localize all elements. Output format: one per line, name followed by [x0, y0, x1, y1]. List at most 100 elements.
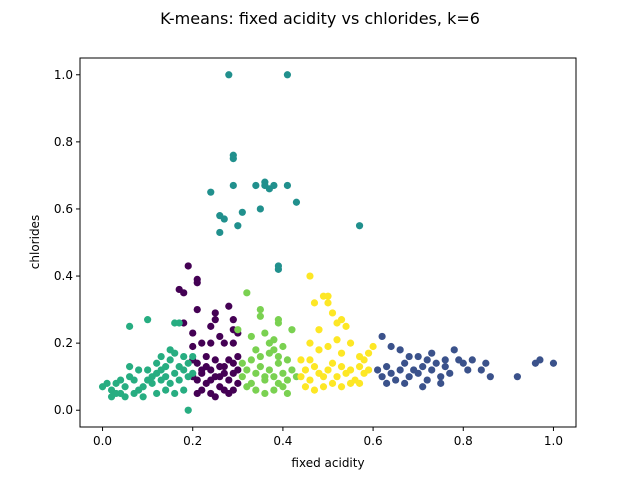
scatter-point-cluster-5-27: [315, 346, 323, 354]
scatter-point-cluster-3-50: [166, 346, 174, 354]
scatter-point-cluster-1-17: [378, 332, 386, 341]
scatter-point-cluster-0-28: [198, 366, 206, 374]
scatter-point-cluster-1-39: [437, 379, 445, 387]
scatter-point-cluster-1-15: [441, 363, 449, 371]
scatter-point-cluster-3-5: [121, 383, 129, 391]
scatter-point-cluster-4-35: [270, 336, 278, 344]
scatter-point-cluster-4-29: [247, 332, 255, 341]
scatter-point-cluster-1-2: [383, 363, 391, 371]
scatter-point-cluster-5-42: [297, 356, 305, 364]
scatter-point-cluster-0-26: [207, 376, 215, 384]
scatter-point-cluster-4-18: [261, 389, 269, 398]
scatter-point-cluster-1-7: [405, 373, 413, 381]
scatter-point-cluster-0-39: [207, 339, 215, 347]
scatter-point-cluster-3-8: [130, 376, 138, 384]
scatter-point-cluster-3-33: [189, 352, 197, 361]
scatter-point-cluster-1-10: [419, 363, 427, 371]
scatter-point-cluster-0-47: [198, 339, 206, 347]
scatter-point-cluster-4-32: [274, 319, 282, 327]
scatter-point-cluster-0-21: [193, 389, 201, 398]
scatter-point-cluster-3-43: [153, 389, 161, 398]
scatter-point-cluster-3-39: [121, 393, 129, 401]
scatter-point-cluster-3-37: [175, 319, 183, 327]
scatter-point-cluster-2-19: [274, 265, 282, 273]
scatter-point-cluster-5-39: [337, 383, 346, 391]
scatter-point-cluster-5-17: [310, 299, 319, 307]
scatter-point-cluster-2-6: [220, 215, 228, 223]
scatter-point-cluster-4-13: [256, 352, 264, 361]
scatter-point-cluster-5-29: [333, 336, 341, 344]
scatter-point-cluster-0-36: [180, 289, 188, 297]
scatter-point-cluster-0-43: [229, 316, 237, 324]
scatter-point-cluster-5-25: [315, 326, 323, 334]
scatter-point-cluster-4-7: [270, 373, 278, 381]
scatter-point-cluster-0-31: [234, 352, 242, 361]
scatter-point-cluster-0-27: [220, 369, 228, 377]
scatter-point-cluster-3-17: [153, 359, 161, 367]
scatter-point-cluster-3-45: [171, 389, 179, 398]
scatter-point-cluster-4-27: [256, 305, 264, 314]
scatter-point-cluster-3-44: [162, 386, 170, 394]
scatter-point-cluster-1-0: [374, 366, 382, 374]
y-tick-label-5: 1.0: [54, 68, 73, 82]
scatter-point-cluster-3-31: [184, 359, 192, 367]
scatter-point-cluster-5-8: [333, 373, 341, 381]
scatter-point-cluster-3-1: [103, 379, 111, 387]
scatter-point-cluster-1-13: [432, 359, 440, 367]
scatter-point-cluster-5-5: [319, 373, 328, 381]
scatter-point-cluster-5-11: [346, 366, 355, 374]
scatter-point-cluster-3-42: [107, 393, 116, 401]
scatter-point-cluster-5-40: [346, 379, 355, 387]
scatter-point-cluster-4-37: [234, 326, 242, 334]
scatter-point-cluster-0-42: [211, 316, 219, 324]
scatter-point-cluster-2-16: [292, 198, 301, 206]
scatter-point-cluster-5-38: [328, 379, 337, 387]
scatter-point-cluster-5-19: [324, 292, 332, 300]
scatter-point-cluster-4-33: [288, 326, 296, 334]
plot-area-frame: [79, 57, 577, 428]
scatter-point-cluster-1-19: [396, 346, 404, 354]
scatter-point-cluster-3-21: [162, 363, 170, 371]
x-axis-label: fixed acidity: [291, 456, 364, 470]
scatter-point-cluster-4-9: [279, 369, 287, 377]
scatter-point-cluster-2-20: [229, 181, 237, 190]
scatter-point-cluster-2-14: [270, 181, 278, 190]
scatter-point-cluster-1-12: [428, 366, 436, 374]
scatter-point-cluster-5-34: [369, 342, 377, 351]
scatter-point-cluster-0-29: [229, 386, 237, 394]
scatter-point-cluster-5-33: [364, 349, 373, 357]
scatter-point-cluster-5-13: [355, 363, 364, 371]
scatter-point-cluster-4-21: [243, 383, 251, 391]
scatter-point-cluster-5-23: [337, 316, 346, 324]
scatter-point-cluster-4-8: [274, 359, 282, 367]
scatter-point-cluster-3-48: [116, 376, 125, 384]
scatter-point-cluster-1-3: [387, 369, 395, 377]
scatter-point-cluster-5-36: [310, 386, 319, 394]
scatter-point-cluster-0-12: [211, 356, 219, 364]
scatter-point-cluster-1-35: [383, 379, 391, 387]
scatter-point-cluster-1-29: [482, 359, 490, 367]
scatter-point-cluster-1-37: [419, 383, 427, 391]
scatter-point-cluster-5-9: [337, 363, 346, 371]
scatter-point-cluster-0-49: [189, 342, 197, 351]
scatter-point-cluster-4-24: [252, 346, 260, 354]
x-tick-label-4: 0.8: [454, 434, 473, 448]
scatter-point-cluster-1-6: [401, 359, 409, 367]
scatter-point-cluster-3-22: [166, 379, 174, 387]
x-axis-ticks: 0.0 0.2 0.4 0.6 0.8 1.0: [93, 427, 563, 448]
scatter-point-cluster-4-11: [288, 366, 296, 374]
scatter-point-cluster-5-30: [337, 349, 346, 357]
scatter-point-cluster-4-15: [274, 352, 282, 361]
scatter-point-cluster-1-31: [513, 373, 521, 381]
x-tick-label-3: 0.6: [364, 434, 383, 448]
scatter-point-cluster-5-0: [297, 373, 305, 381]
scatter-point-cluster-2-7: [234, 222, 242, 230]
scatter-point-cluster-4-17: [252, 386, 260, 394]
scatter-point-cluster-4-3: [252, 369, 260, 377]
scatter-point-cluster-5-2: [306, 376, 314, 384]
scatter-point-cluster-1-18: [387, 342, 395, 351]
scatter-point-cluster-3-46: [180, 386, 188, 394]
scatter-point-cluster-1-9: [414, 369, 422, 377]
scatter-point-cluster-0-11: [202, 352, 210, 361]
